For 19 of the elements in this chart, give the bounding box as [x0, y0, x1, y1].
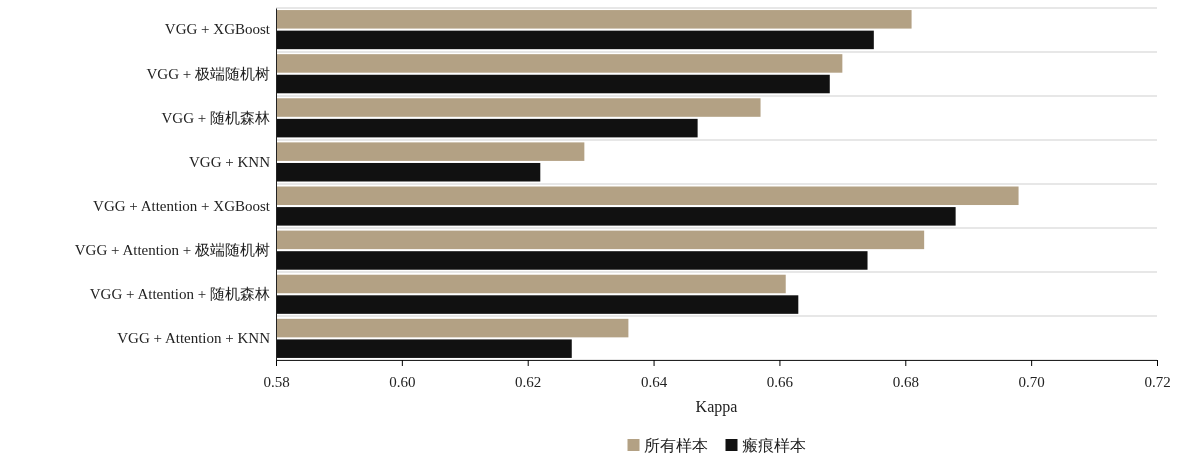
y-tick-label: VGG + Attention + XGBoost	[93, 197, 271, 214]
y-tick-label: VGG + Attention + 随机森林	[89, 286, 270, 303]
y-tick-label: VGG + 极端随机树	[146, 65, 270, 82]
x-tick-label: 0.68	[892, 374, 919, 390]
x-tick-label: 0.70	[1018, 374, 1045, 390]
x-tick-label: 0.72	[1144, 374, 1171, 390]
y-tick-label: VGG + XGBoost	[164, 21, 271, 38]
legend-label: 所有样本	[643, 437, 708, 454]
y-tick-label: VGG + Attention + 极端随机树	[74, 241, 270, 258]
x-tick-label: 0.64	[640, 374, 668, 390]
x-tick-label: 0.60	[389, 374, 416, 390]
x-axis-title: Kappa	[695, 398, 738, 416]
y-tick-label: VGG + 随机森林	[161, 109, 270, 126]
legend-label: 瘢痕样本	[741, 437, 806, 454]
x-tick-label: 0.66	[766, 374, 794, 390]
x-tick-label: 0.62	[515, 374, 542, 390]
y-tick-label: VGG + Attention + KNN	[117, 330, 271, 347]
y-tick-label: VGG + KNN	[189, 153, 271, 170]
x-tick-label: 0.58	[263, 374, 290, 390]
